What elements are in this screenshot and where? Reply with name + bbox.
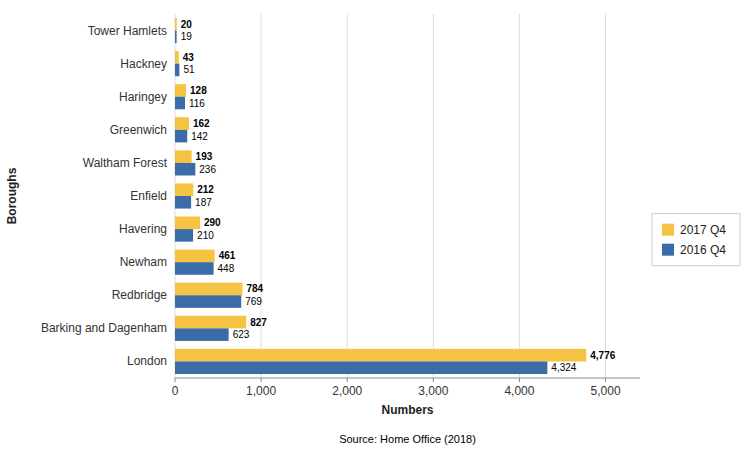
grid-line xyxy=(605,14,606,378)
legend-label: 2016 Q4 xyxy=(680,243,726,257)
bar xyxy=(175,217,200,230)
bar xyxy=(175,117,189,130)
category-label: Barking and Dagenham xyxy=(41,321,167,335)
data-label: 236 xyxy=(199,164,216,175)
tick-label: 3,000 xyxy=(418,384,448,398)
bar xyxy=(175,163,195,176)
tick-label: 4,000 xyxy=(504,384,534,398)
bar xyxy=(175,262,214,275)
data-labels: 4,776 827 784 461 290 212 193 162 128 43 20 4,324 62… xyxy=(181,19,616,373)
bar xyxy=(175,196,191,209)
bar xyxy=(175,250,215,263)
x-ticks: 0 1,000 2,000 3,000 4,000 5,000 xyxy=(172,378,621,398)
data-label: 448 xyxy=(218,263,235,274)
data-label: 142 xyxy=(191,131,208,142)
tick-label: 1,000 xyxy=(246,384,276,398)
bar xyxy=(175,316,246,329)
grid-line xyxy=(433,14,434,378)
category-label: Waltham Forest xyxy=(83,156,168,170)
tick-mark xyxy=(175,378,176,382)
data-label: 4,324 xyxy=(551,362,576,373)
data-label: 4,776 xyxy=(590,350,615,361)
data-label: 290 xyxy=(204,217,221,228)
bar xyxy=(175,31,177,44)
y-axis-label: Boroughs xyxy=(5,167,19,224)
data-label: 193 xyxy=(196,151,213,162)
category-label: Tower Hamlets xyxy=(88,24,167,38)
tick-label: 5,000 xyxy=(591,384,621,398)
tick-mark xyxy=(347,378,348,382)
data-label: 623 xyxy=(233,329,250,340)
source-note: Source: Home Office (2018) xyxy=(339,433,476,445)
y-ticks: London Barking and Dagenham Redbridge Newha… xyxy=(41,24,168,369)
tick-mark xyxy=(433,378,434,382)
bar xyxy=(175,150,192,163)
legend-frame xyxy=(652,214,740,266)
bar xyxy=(175,84,186,97)
bar xyxy=(175,295,241,308)
bar xyxy=(175,283,243,296)
legend-label: 2017 Q4 xyxy=(680,223,726,237)
category-label: Hackney xyxy=(120,57,167,71)
data-label: 43 xyxy=(183,52,195,63)
bar xyxy=(175,18,177,31)
data-label: 210 xyxy=(197,230,214,241)
category-label: Redbridge xyxy=(112,288,168,302)
grid-line xyxy=(519,14,520,378)
data-label: 461 xyxy=(219,250,236,261)
grid xyxy=(175,14,606,378)
data-label: 20 xyxy=(181,19,193,30)
data-label: 784 xyxy=(247,283,264,294)
data-label: 769 xyxy=(245,296,262,307)
x-axis-line xyxy=(175,378,640,379)
grid-line xyxy=(347,14,348,378)
bar xyxy=(175,97,185,110)
chart: 0 1,000 2,000 3,000 4,000 5,000 4,776 827 784 461… xyxy=(0,0,752,451)
data-label: 827 xyxy=(250,317,267,328)
bar xyxy=(175,130,187,143)
bar xyxy=(175,361,547,374)
data-label: 19 xyxy=(181,31,193,42)
bar xyxy=(175,51,179,64)
bar xyxy=(175,64,179,77)
category-label: London xyxy=(127,354,167,368)
tick-mark xyxy=(261,378,262,382)
x-axis-label: Numbers xyxy=(381,403,433,417)
data-label: 187 xyxy=(195,197,212,208)
tick-label: 0 xyxy=(172,384,179,398)
tick-label: 2,000 xyxy=(332,384,362,398)
data-label: 162 xyxy=(193,118,210,129)
bar xyxy=(175,229,193,242)
data-label: 128 xyxy=(190,85,207,96)
bar xyxy=(175,183,193,196)
data-label: 51 xyxy=(183,64,195,75)
tick-mark xyxy=(519,378,520,382)
tick-mark xyxy=(605,378,606,382)
legend-swatch xyxy=(662,244,674,256)
category-label: Havering xyxy=(119,222,167,236)
category-label: Greenwich xyxy=(110,123,167,137)
bar xyxy=(175,328,229,341)
legend-swatch xyxy=(662,224,674,236)
bar xyxy=(175,349,586,362)
category-label: Enfield xyxy=(130,189,167,203)
category-label: Haringey xyxy=(119,90,167,104)
data-label: 116 xyxy=(189,98,205,109)
category-label: Newham xyxy=(120,255,167,269)
legend: 2017 Q4 2016 Q4 xyxy=(652,214,740,266)
data-label: 212 xyxy=(197,184,214,195)
bars xyxy=(175,18,586,374)
